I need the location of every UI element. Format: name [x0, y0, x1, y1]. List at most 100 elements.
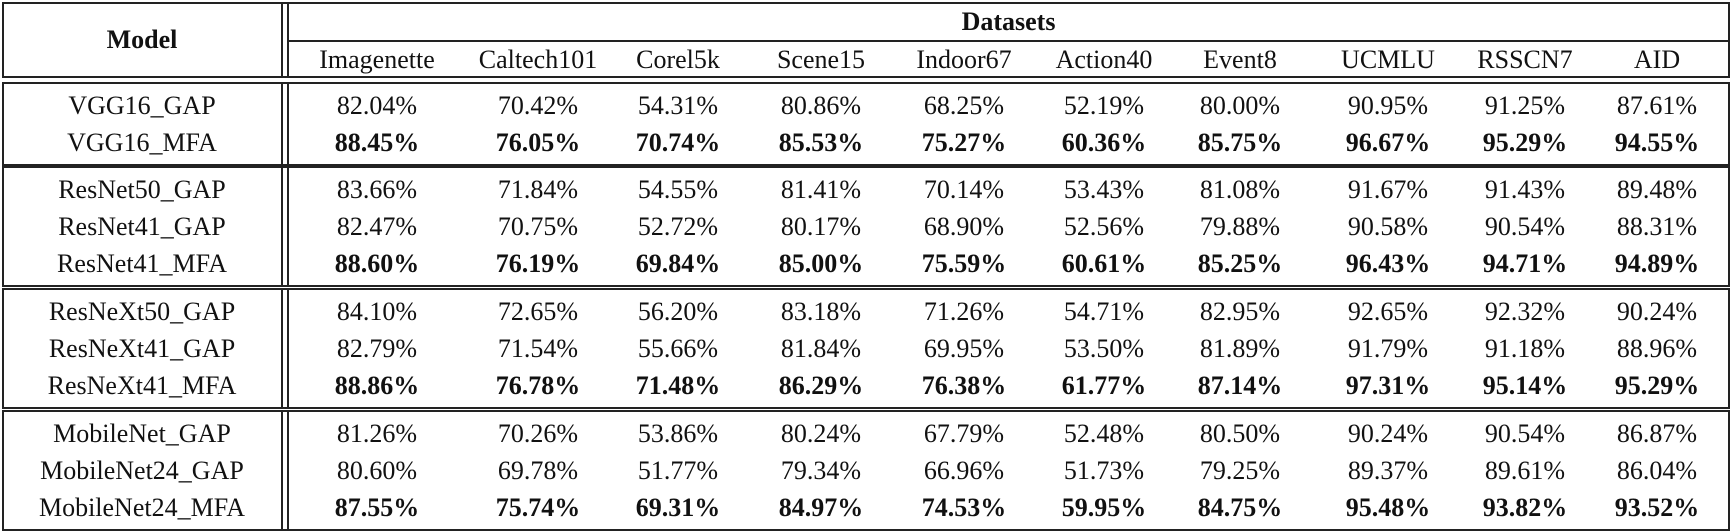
dataset-column-header: Caltech101	[478, 45, 598, 74]
accuracy-cell: 70.26%	[497, 418, 579, 448]
accuracy-cell: 80.17%	[780, 211, 862, 241]
model-name: VGG16_GAP	[68, 90, 216, 120]
dataset-column-header: Imagenette	[319, 45, 435, 74]
accuracy-cell: 95.29%	[1614, 370, 1700, 400]
group-divider	[281, 410, 283, 531]
accuracy-cell: 90.24%	[1616, 296, 1698, 326]
accuracy-cell: 83.18%	[780, 296, 862, 326]
accuracy-cell: 54.55%	[637, 174, 719, 204]
accuracy-cell: 92.32%	[1484, 296, 1566, 326]
accuracy-cell: 53.86%	[637, 418, 719, 448]
accuracy-cell: 60.61%	[1061, 248, 1147, 278]
group-divider	[287, 288, 289, 409]
accuracy-cell: 81.08%	[1199, 174, 1281, 204]
accuracy-cell: 54.31%	[637, 90, 719, 120]
accuracy-cell: 54.71%	[1063, 296, 1145, 326]
accuracy-cell: 70.42%	[497, 90, 579, 120]
group-divider	[281, 288, 283, 409]
group-divider	[281, 166, 283, 287]
accuracy-cell: 76.78%	[495, 370, 581, 400]
accuracy-cell: 88.96%	[1616, 333, 1698, 363]
accuracy-cell: 88.31%	[1616, 211, 1698, 241]
accuracy-cell: 66.96%	[923, 455, 1005, 485]
accuracy-cell: 84.97%	[778, 492, 864, 522]
accuracy-cell: 59.95%	[1061, 492, 1147, 522]
dataset-column-header: Action40	[1055, 45, 1153, 74]
group-divider	[287, 166, 289, 287]
accuracy-cell: 53.43%	[1063, 174, 1145, 204]
accuracy-cell: 68.25%	[923, 90, 1005, 120]
header-divider	[281, 2, 283, 78]
accuracy-cell: 85.75%	[1197, 127, 1283, 157]
dataset-column-header: Scene15	[776, 45, 866, 74]
group-box	[2, 82, 1730, 166]
group-divider	[281, 82, 283, 166]
accuracy-cell: 75.27%	[921, 127, 1007, 157]
accuracy-cell: 92.65%	[1347, 296, 1429, 326]
accuracy-cell: 69.78%	[497, 455, 579, 485]
accuracy-cell: 52.72%	[637, 211, 719, 241]
accuracy-cell: 91.25%	[1484, 90, 1566, 120]
accuracy-cell: 86.87%	[1616, 418, 1698, 448]
model-name: VGG16_MFA	[67, 127, 217, 157]
accuracy-cell: 81.26%	[336, 418, 418, 448]
dataset-column-header: Event8	[1203, 45, 1277, 74]
accuracy-cell: 94.71%	[1482, 248, 1568, 278]
dataset-column-header: Corel5k	[636, 45, 720, 74]
accuracy-cell: 97.31%	[1345, 370, 1431, 400]
accuracy-cell: 91.18%	[1484, 333, 1566, 363]
accuracy-cell: 80.60%	[336, 455, 418, 485]
dataset-column-header: AID	[1633, 45, 1681, 74]
accuracy-cell: 53.50%	[1063, 333, 1145, 363]
accuracy-cell: 52.48%	[1063, 418, 1145, 448]
accuracy-cell: 71.84%	[497, 174, 579, 204]
group-divider	[287, 82, 289, 166]
accuracy-cell: 96.67%	[1345, 127, 1431, 157]
accuracy-cell: 87.14%	[1197, 370, 1283, 400]
model-name: MobileNet_GAP	[53, 418, 231, 448]
accuracy-cell: 88.86%	[334, 370, 420, 400]
group-divider	[287, 410, 289, 531]
accuracy-cell: 87.61%	[1616, 90, 1698, 120]
accuracy-cell: 70.75%	[497, 211, 579, 241]
accuracy-cell: 81.89%	[1199, 333, 1281, 363]
accuracy-cell: 72.65%	[497, 296, 579, 326]
accuracy-cell: 71.48%	[635, 370, 721, 400]
accuracy-cell: 95.14%	[1482, 370, 1568, 400]
dataset-column-header: RSSCN7	[1477, 45, 1573, 74]
accuracy-cell: 86.29%	[778, 370, 864, 400]
datasets-header: Datasets	[961, 7, 1056, 36]
accuracy-cell: 87.55%	[334, 492, 420, 522]
accuracy-cell: 52.56%	[1063, 211, 1145, 241]
accuracy-cell: 91.79%	[1347, 333, 1429, 363]
accuracy-cell: 82.04%	[336, 90, 418, 120]
model-name: ResNeXt50_GAP	[48, 296, 236, 326]
accuracy-cell: 95.29%	[1482, 127, 1568, 157]
accuracy-cell: 76.19%	[495, 248, 581, 278]
accuracy-cell: 90.95%	[1347, 90, 1429, 120]
accuracy-cell: 80.86%	[780, 90, 862, 120]
accuracy-cell: 89.37%	[1347, 455, 1429, 485]
accuracy-cell: 93.52%	[1614, 492, 1700, 522]
accuracy-cell: 56.20%	[637, 296, 719, 326]
dataset-column-header: UCMLU	[1341, 45, 1435, 74]
accuracy-cell: 95.48%	[1345, 492, 1431, 522]
accuracy-cell: 96.43%	[1345, 248, 1431, 278]
accuracy-cell: 71.26%	[923, 296, 1005, 326]
model-name: MobileNet24_MFA	[38, 492, 246, 522]
accuracy-cell: 68.90%	[923, 211, 1005, 241]
accuracy-cell: 90.54%	[1484, 211, 1566, 241]
group-box	[2, 166, 1730, 287]
accuracy-cell: 79.88%	[1199, 211, 1281, 241]
accuracy-cell: 94.89%	[1614, 248, 1700, 278]
accuracy-cell: 51.77%	[637, 455, 719, 485]
accuracy-cell: 70.14%	[923, 174, 1005, 204]
accuracy-cell: 69.84%	[635, 248, 721, 278]
accuracy-cell: 79.25%	[1199, 455, 1281, 485]
accuracy-cell: 80.50%	[1199, 418, 1281, 448]
accuracy-cell: 91.67%	[1347, 174, 1429, 204]
model-name: MobileNet24_GAP	[40, 455, 244, 485]
accuracy-cell: 60.36%	[1061, 127, 1147, 157]
dataset-column-header: Indoor67	[916, 45, 1012, 74]
accuracy-cell: 94.55%	[1614, 127, 1700, 157]
